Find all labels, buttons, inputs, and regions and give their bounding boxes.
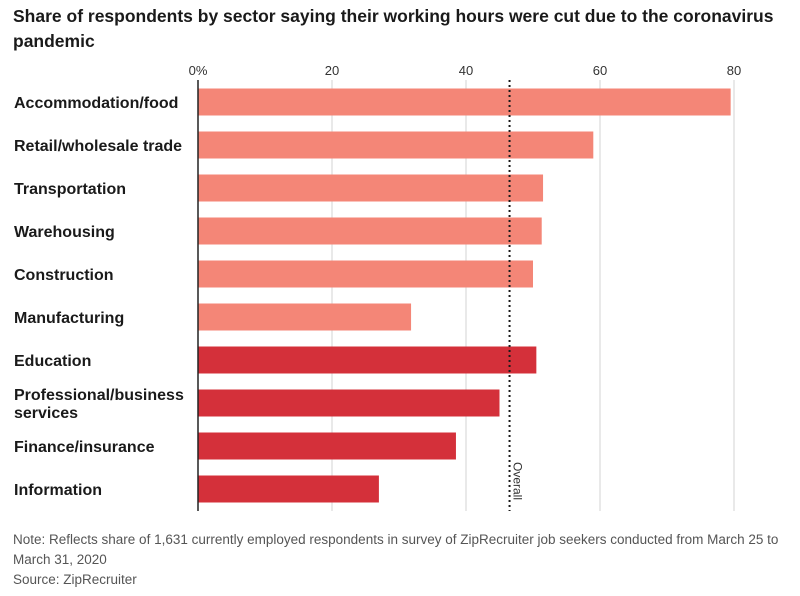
category-label-line: Education [14, 353, 91, 370]
bar [198, 303, 412, 331]
source-text: Source: ZipRecruiter [13, 572, 137, 587]
category-label: Information [14, 482, 102, 499]
category-label: Professional/business services [14, 387, 184, 422]
category-label-line: services [14, 405, 78, 422]
bar [198, 131, 594, 159]
bar [198, 174, 544, 202]
category-label-line: Professional/business [14, 387, 184, 404]
category-label: Finance/insurance [14, 439, 155, 456]
chart-title: Share of respondents by sector saying th… [13, 6, 774, 51]
overall-reference: Overall [508, 80, 525, 511]
category-label-line: Warehousing [14, 224, 115, 241]
category-label: Manufacturing [14, 310, 124, 327]
x-tick-label: 40 [459, 63, 473, 78]
chart-note: Note: Reflects share of 1,631 currently … [13, 530, 783, 590]
category-label-line: Construction [14, 267, 114, 284]
bar [198, 217, 542, 245]
overall-reference-label: Overall [511, 462, 525, 500]
x-tick-label: 0% [189, 63, 208, 78]
category-label-line: Information [14, 482, 102, 499]
category-label-line: Manufacturing [14, 310, 124, 327]
x-tick-label: 60 [593, 63, 607, 78]
x-tick-label: 20 [325, 63, 339, 78]
category-label-line: Transportation [14, 181, 126, 198]
bar [198, 475, 379, 503]
bar [198, 346, 537, 374]
x-axis-ticks: 0% 20 40 60 80 [189, 63, 742, 78]
category-label-line: Finance/insurance [14, 439, 155, 456]
category-label: Education [14, 353, 91, 370]
category-label: Accommodation/food [14, 95, 178, 112]
category-label: Retail/wholesale trade [14, 138, 182, 155]
category-label-line: Retail/wholesale trade [14, 138, 182, 155]
note-text: Note: Reflects share of 1,631 currently … [13, 532, 779, 567]
bar [198, 260, 533, 288]
category-label: Transportation [14, 181, 126, 198]
bars [198, 88, 731, 503]
category-label: Construction [14, 267, 114, 284]
bar [198, 389, 500, 417]
x-tick-label: 80 [727, 63, 741, 78]
category-labels: Accommodation/food Retail/wholesale trade… [14, 95, 184, 499]
category-label-line: Accommodation/food [14, 95, 178, 112]
category-label: Warehousing [14, 224, 115, 241]
bar [198, 432, 456, 460]
bar [198, 88, 731, 116]
